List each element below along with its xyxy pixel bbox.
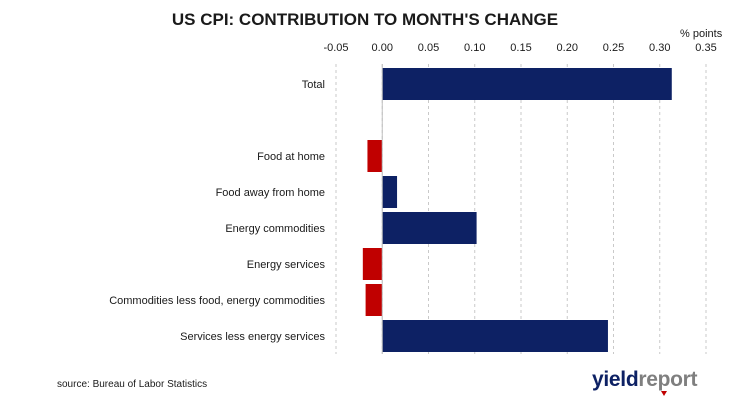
x-tick-label: 0.15 (510, 42, 531, 54)
bar (382, 68, 672, 100)
category-label: Energy commodities (225, 223, 325, 235)
x-tick-label: 0.00 (372, 42, 393, 54)
unit-label: % points (680, 28, 723, 40)
x-tick-label: 0.05 (418, 42, 439, 54)
category-label: Services less energy services (180, 331, 325, 343)
bar (382, 320, 608, 352)
chart-title: US CPI: CONTRIBUTION TO MONTH'S CHANGE (171, 10, 559, 29)
source-note: source: Bureau of Labor Statistics (57, 379, 208, 390)
bar (365, 284, 383, 316)
logo-word-yield: yield (592, 368, 639, 391)
logo-accent-icon (661, 391, 667, 396)
bar (382, 212, 477, 244)
x-tick-label: 0.10 (464, 42, 485, 54)
x-tick-label: 0.20 (557, 42, 578, 54)
x-tick-label: 0.25 (603, 42, 624, 54)
x-tick-label: 0.35 (695, 42, 716, 54)
logo-word-report: report (638, 368, 698, 391)
bar (362, 248, 383, 280)
category-label: Food at home (257, 151, 325, 163)
category-label: Commodities less food, energy commoditie… (109, 295, 325, 307)
bar (382, 176, 398, 208)
category-label: Food away from home (216, 187, 325, 199)
category-label: Total (302, 79, 325, 91)
x-tick-label: 0.30 (649, 42, 670, 54)
category-label: Energy services (247, 259, 326, 271)
x-tick-label: -0.05 (323, 42, 348, 54)
yieldreport-logo: yieldreport (592, 368, 698, 392)
bar (367, 140, 383, 172)
